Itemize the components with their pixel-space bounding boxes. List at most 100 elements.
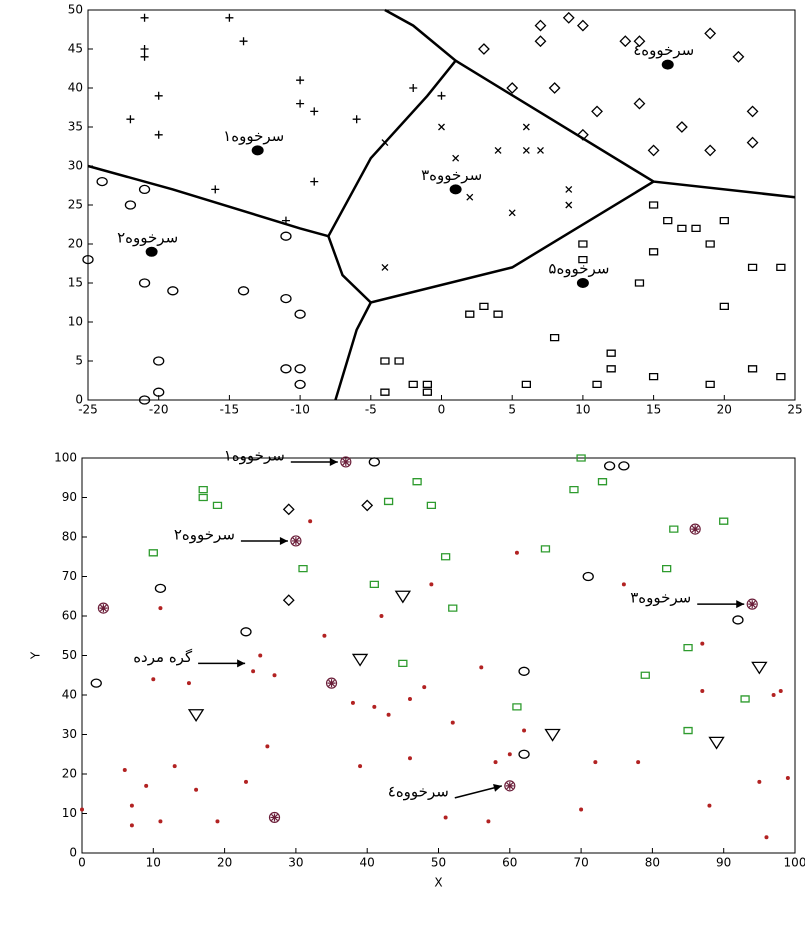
point — [361, 499, 374, 512]
point — [308, 519, 313, 524]
point — [138, 278, 151, 288]
plot-frame — [87, 9, 796, 401]
annotation-arrow — [454, 785, 502, 799]
y-tick-label: 0 — [69, 846, 77, 860]
point — [272, 673, 277, 678]
point — [606, 349, 616, 357]
point — [648, 372, 659, 381]
point — [465, 310, 475, 318]
point — [310, 177, 319, 186]
point — [597, 478, 608, 486]
point — [493, 760, 498, 765]
annotation: گره مرده — [133, 648, 193, 666]
x-tick-label: -20 — [149, 403, 169, 417]
point — [394, 357, 404, 365]
point — [548, 82, 561, 94]
point — [648, 248, 659, 256]
point — [549, 333, 560, 342]
point — [647, 144, 660, 157]
point — [705, 240, 715, 248]
x-tick-label: -5 — [365, 403, 377, 417]
point — [448, 604, 458, 612]
point — [437, 91, 446, 100]
y-tick-label: 20 — [62, 767, 77, 781]
point — [565, 201, 573, 209]
point — [438, 123, 445, 131]
point — [522, 146, 530, 154]
boundary-line — [87, 8, 458, 238]
point — [740, 695, 750, 703]
point — [122, 768, 127, 773]
cluster-head — [340, 456, 352, 468]
x-tick-label: 5 — [508, 403, 516, 417]
point — [512, 703, 522, 711]
point — [380, 388, 390, 396]
y-tick-label: 40 — [62, 688, 77, 702]
point — [521, 380, 531, 389]
point — [350, 700, 355, 705]
cluster-head — [576, 278, 589, 288]
point — [507, 752, 512, 757]
point — [648, 201, 659, 209]
point — [452, 154, 460, 162]
point — [640, 671, 650, 679]
point — [282, 503, 295, 516]
point — [518, 666, 530, 676]
point — [579, 807, 584, 812]
point — [294, 364, 306, 374]
point — [576, 19, 589, 32]
point — [450, 720, 455, 725]
point — [296, 76, 305, 85]
point — [544, 728, 561, 742]
point — [576, 454, 586, 462]
point — [280, 293, 292, 304]
point — [633, 97, 646, 110]
y-tick-label: 80 — [62, 530, 77, 544]
point — [407, 756, 412, 761]
x-tick-label: 40 — [360, 856, 375, 870]
x-tick-label: 10 — [575, 403, 590, 417]
point — [466, 193, 474, 201]
point — [407, 696, 412, 701]
point — [443, 815, 448, 820]
point — [785, 775, 790, 780]
point — [422, 380, 433, 389]
point — [194, 787, 199, 792]
point — [151, 677, 156, 682]
x-tick-label: 0 — [438, 403, 446, 417]
annotation: سرخووه۳ — [630, 589, 691, 607]
y-tick-label: 0 — [75, 393, 83, 407]
point — [747, 263, 758, 272]
point — [148, 549, 158, 557]
point — [747, 365, 758, 373]
point — [352, 115, 361, 124]
point — [719, 517, 729, 525]
x-tick-label: 90 — [716, 856, 731, 870]
point — [494, 146, 502, 154]
point — [322, 633, 327, 638]
point — [187, 709, 205, 722]
y-tick-label: 25 — [68, 198, 83, 212]
point — [90, 678, 102, 688]
point — [683, 726, 693, 735]
point — [412, 478, 422, 486]
cluster-head — [746, 598, 758, 610]
point — [129, 823, 134, 828]
point — [479, 665, 484, 670]
point — [776, 372, 786, 381]
point — [778, 689, 783, 694]
x-tick-label: 20 — [217, 856, 232, 870]
point — [592, 380, 602, 389]
point — [144, 783, 149, 788]
point — [129, 803, 134, 808]
point — [534, 35, 547, 48]
point — [383, 497, 394, 506]
point — [172, 764, 177, 769]
point — [440, 553, 451, 561]
boundary-line — [454, 59, 796, 199]
point — [522, 123, 530, 131]
point — [398, 659, 408, 668]
cluster-head — [504, 780, 516, 792]
point — [280, 231, 292, 241]
